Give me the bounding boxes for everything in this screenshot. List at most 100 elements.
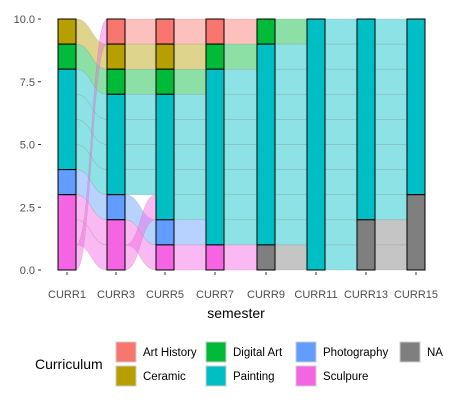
flow-curr13-6 <box>374 144 408 170</box>
flow-curr13-10 <box>374 244 408 271</box>
stratum-curr9-painting <box>256 43 276 246</box>
stratum-curr3-sculpure <box>106 219 126 271</box>
flow-curr5-7 <box>173 169 207 195</box>
flow-curr11-1 <box>324 18 358 45</box>
flow-layer <box>75 18 408 271</box>
stratum-curr5-painting <box>155 93 175 221</box>
stratum-curr9-na <box>256 244 276 271</box>
flow-curr9-2 <box>274 43 308 70</box>
flow-curr5-5 <box>173 119 207 145</box>
legend-label-ceramic: Ceramic <box>143 371 186 383</box>
x-tick-label-curr5: CURR5 <box>146 289 184 301</box>
legend-key-na <box>399 341 421 363</box>
stratum-curr1-ceramic <box>57 18 77 45</box>
flow-curr9-3 <box>274 68 308 95</box>
flow-curr9-10 <box>274 244 308 271</box>
stratum-curr5-digital-art <box>155 68 175 95</box>
legend-key-sculpure <box>295 365 317 387</box>
x-tick-label-curr9: CURR9 <box>247 289 285 301</box>
stratum-curr15-painting <box>406 18 426 196</box>
flow-curr3-4 <box>124 94 157 120</box>
flow-curr5-10 <box>173 244 207 271</box>
flow-curr3-2 <box>124 43 157 70</box>
flow-curr13-3 <box>374 68 408 95</box>
stratum-curr1-digital-art <box>57 43 77 70</box>
flow-curr9-4 <box>274 94 308 120</box>
legend-key-photography <box>295 341 317 363</box>
flow-curr7-3 <box>223 68 258 95</box>
legend-key-ceramic <box>115 365 137 387</box>
flow-curr11-6 <box>324 144 358 170</box>
stratum-layer <box>57 18 426 271</box>
flow-curr7-6 <box>223 144 258 170</box>
x-tick-label-curr7: CURR7 <box>196 289 234 301</box>
legend-label-sculpure: Sculpure <box>323 371 368 383</box>
stratum-curr3-painting <box>106 93 126 196</box>
flow-curr9-1 <box>274 18 308 45</box>
flow-curr7-2 <box>223 43 258 70</box>
x-tick-label-curr13: CURR13 <box>344 289 388 301</box>
stratum-curr5-sculpure <box>155 244 175 271</box>
stratum-curr11-painting <box>306 18 326 271</box>
x-tick-label-curr3: CURR3 <box>97 289 135 301</box>
flow-curr13-7 <box>374 169 408 195</box>
flow-curr7-1 <box>223 18 258 45</box>
stratum-curr3-ceramic <box>106 43 126 70</box>
legend-label-na: NA <box>427 347 443 359</box>
stratum-curr3-photography <box>106 194 126 221</box>
flow-curr3-5 <box>124 119 157 145</box>
flow-curr9-9 <box>274 219 308 246</box>
flow-curr5-6 <box>173 144 207 170</box>
flow-curr11-2 <box>324 43 358 70</box>
flow-curr5-9 <box>173 219 207 246</box>
y-tick-label: 7.5 <box>20 77 35 89</box>
flow-curr11-8 <box>324 194 358 221</box>
flow-curr9-8 <box>274 194 308 221</box>
flow-curr5-2 <box>173 43 207 70</box>
flow-curr11-4 <box>324 94 358 120</box>
legend-key-painting <box>205 365 227 387</box>
y-tick-label: 5.0 <box>20 140 35 152</box>
y-tick-label: 0.0 <box>20 265 35 277</box>
flow-curr9-6 <box>274 144 308 170</box>
y-tick-label: 2.5 <box>20 202 35 214</box>
stratum-curr7-digital-art <box>205 43 225 70</box>
stratum-curr7-sculpure <box>205 244 225 271</box>
flow-curr5-3 <box>173 68 207 95</box>
stratum-curr5-ceramic <box>155 43 175 70</box>
flow-curr13-9 <box>374 219 408 246</box>
flow-curr13-8 <box>374 194 408 221</box>
flow-curr5-8 <box>173 194 207 221</box>
stratum-curr13-painting <box>356 18 376 221</box>
stratum-curr1-photography <box>57 169 77 196</box>
flow-curr11-3 <box>324 68 358 95</box>
legend-title: Curriculum <box>35 356 103 372</box>
flow-curr7-8 <box>223 194 258 221</box>
flow-curr7-9 <box>223 219 258 246</box>
legend-label-photography: Photography <box>323 347 388 359</box>
stratum-curr7-art-history <box>205 18 225 45</box>
flow-curr7-5 <box>223 119 258 145</box>
flow-curr13-4 <box>374 94 408 120</box>
legend-label-art-history: Art History <box>143 347 197 359</box>
flow-curr13-5 <box>374 119 408 145</box>
flow-curr5-4 <box>173 94 207 120</box>
flow-curr3-1 <box>124 18 157 45</box>
flow-curr11-7 <box>324 169 358 195</box>
stratum-curr15-na <box>406 194 426 271</box>
legend-label-digital-art: Digital Art <box>233 347 283 359</box>
flow-curr13-1 <box>374 18 408 45</box>
stratum-curr3-art-history <box>106 18 126 45</box>
legend-label-painting: Painting <box>233 371 275 383</box>
legend-key-digital-art <box>205 341 227 363</box>
stratum-curr13-na <box>356 219 376 271</box>
flow-curr11-5 <box>324 119 358 145</box>
stratum-curr7-painting <box>205 68 225 246</box>
stratum-curr5-photography <box>155 219 175 246</box>
flow-curr9-7 <box>274 169 308 195</box>
legend: Curriculum Art History Ceramic Digital Art… <box>35 341 443 387</box>
flow-curr3-7 <box>124 169 157 195</box>
legend-key-art-history <box>115 341 137 363</box>
y-tick-label: 10.0 <box>14 14 35 26</box>
